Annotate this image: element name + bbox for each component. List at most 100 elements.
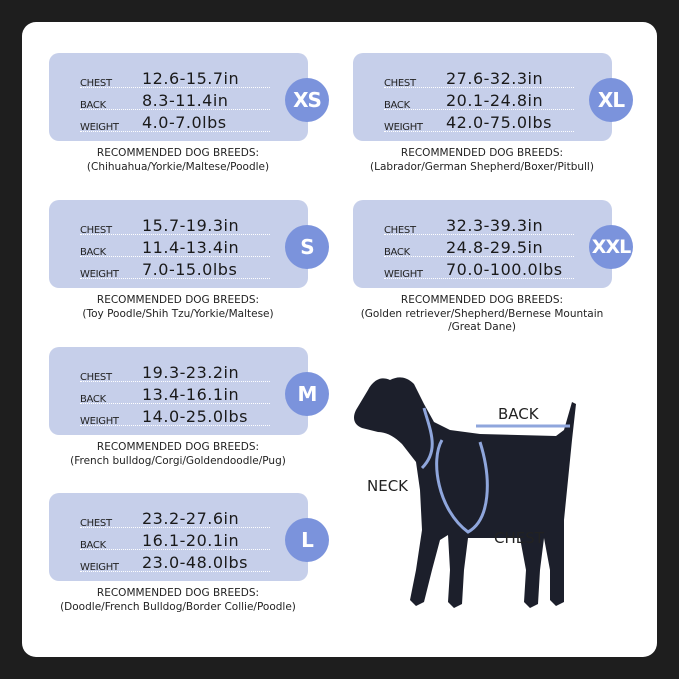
weight-value: 7.0-15.0lbs — [142, 260, 238, 279]
dotted-leader — [80, 234, 270, 235]
size-badge: XS — [285, 78, 329, 122]
chest-row: CHEST 15.7-19.3in — [80, 216, 270, 236]
breeds-list: (Labrador/German Shepherd/Boxer/Pitbull) — [370, 160, 594, 173]
weight-value: 23.0-48.0lbs — [142, 553, 248, 572]
weight-label: WEIGHT — [80, 416, 119, 427]
dotted-leader — [80, 549, 270, 550]
back-row: BACK 16.1-20.1in — [80, 531, 270, 551]
size-card-xl: CHEST 27.6-32.3in BACK 20.1-24.8in WEIGHT 42.… — [353, 53, 612, 141]
back-row: BACK 13.4-16.1in — [80, 385, 270, 405]
dotted-leader — [384, 109, 574, 110]
weight-row: WEIGHT 4.0-7.0lbs — [80, 113, 270, 133]
size-card-m: CHEST 19.3-23.2in BACK 13.4-16.1in WEIGHT 14.… — [49, 347, 308, 435]
chest-row: CHEST 32.3-39.3in — [384, 216, 574, 236]
chest-value: 12.6-15.7in — [142, 69, 240, 88]
size-card-xxl: CHEST 32.3-39.3in BACK 24.8-29.5in WEIGHT 70.… — [353, 200, 612, 288]
dotted-leader — [80, 571, 270, 572]
chest-row: CHEST 23.2-27.6in — [80, 509, 270, 529]
chest-row: CHEST 27.6-32.3in — [384, 69, 574, 89]
dog-silhouette — [354, 377, 576, 608]
back-label: BACK — [384, 247, 410, 258]
breeds-heading: RECOMMENDED DOG BREEDS: — [96, 441, 260, 453]
back-value: 16.1-20.1in — [142, 531, 240, 550]
weight-value: 4.0-7.0lbs — [142, 113, 227, 132]
size-badge: M — [285, 372, 329, 416]
back-row: BACK 20.1-24.8in — [384, 91, 574, 111]
recommended-breeds: RECOMMENDED DOG BREEDS: (Chihuahua/Yorkie… — [28, 147, 328, 174]
chest-label: CHEST — [384, 225, 416, 236]
back-value: 11.4-13.4in — [142, 238, 240, 257]
back-label: BACK — [80, 247, 106, 258]
chest-label: CHEST — [80, 225, 112, 236]
chest-value: 27.6-32.3in — [446, 69, 544, 88]
dotted-leader — [80, 527, 270, 528]
recommended-breeds: RECOMMENDED DOG BREEDS: (Golden retriever… — [332, 294, 632, 335]
size-card-s: CHEST 15.7-19.3in BACK 11.4-13.4in WEIGHT 7.0… — [49, 200, 308, 288]
chest-label: CHEST — [80, 78, 112, 89]
recommended-breeds: RECOMMENDED DOG BREEDS: (French bulldog/C… — [28, 441, 328, 468]
weight-value: 42.0-75.0lbs — [446, 113, 552, 132]
breeds-list: (Golden retriever/Shepherd/Bernese Mount… — [360, 307, 604, 320]
back-value: 13.4-16.1in — [142, 385, 240, 404]
weight-label: WEIGHT — [80, 269, 119, 280]
size-badge: XXL — [589, 225, 633, 269]
breeds-heading: RECOMMENDED DOG BREEDS: — [400, 294, 564, 306]
weight-row: WEIGHT 70.0-100.0lbs — [384, 260, 574, 280]
chest-label: CHEST — [80, 518, 112, 529]
weight-row: WEIGHT 14.0-25.0lbs — [80, 407, 270, 427]
size-badge: S — [285, 225, 329, 269]
breeds-list: (Chihuahua/Yorkie/Maltese/Poodle) — [86, 160, 270, 173]
dotted-leader — [80, 109, 270, 110]
breeds-list: /Great Dane) — [448, 321, 516, 333]
back-label: BACK — [498, 405, 539, 423]
breeds-list: (French bulldog/Corgi/Goldendoodle/Pug) — [70, 454, 286, 467]
dotted-leader — [80, 256, 270, 257]
back-label: BACK — [80, 540, 106, 551]
back-value: 8.3-11.4in — [142, 91, 229, 110]
size-badge: XL — [589, 78, 633, 122]
dotted-leader — [384, 278, 574, 279]
breeds-list: (Toy Poodle/Shih Tzu/Yorkie/Maltese) — [82, 307, 274, 320]
dotted-leader — [384, 87, 574, 88]
chest-label: CHEST — [384, 78, 416, 89]
dotted-leader — [80, 131, 270, 132]
back-value: 24.8-29.5in — [446, 238, 544, 257]
recommended-breeds: RECOMMENDED DOG BREEDS: (Toy Poodle/Shih … — [28, 294, 328, 321]
chest-value: 32.3-39.3in — [446, 216, 544, 235]
weight-label: WEIGHT — [80, 562, 119, 573]
chest-row: CHEST 12.6-15.7in — [80, 69, 270, 89]
weight-value: 70.0-100.0lbs — [446, 260, 563, 279]
back-row: BACK 8.3-11.4in — [80, 91, 270, 111]
chest-value: 15.7-19.3in — [142, 216, 240, 235]
back-label: BACK — [80, 100, 106, 111]
back-label: BACK — [80, 394, 106, 405]
breeds-heading: RECOMMENDED DOG BREEDS: — [96, 294, 260, 306]
size-badge: L — [285, 518, 329, 562]
chest-value: 23.2-27.6in — [142, 509, 240, 528]
chest-row: CHEST 19.3-23.2in — [80, 363, 270, 383]
back-value: 20.1-24.8in — [446, 91, 544, 110]
weight-label: WEIGHT — [384, 269, 423, 280]
breeds-heading: RECOMMENDED DOG BREEDS: — [96, 587, 260, 599]
weight-row: WEIGHT 42.0-75.0lbs — [384, 113, 574, 133]
dotted-leader — [80, 403, 270, 404]
dotted-leader — [384, 256, 574, 257]
weight-row: WEIGHT 7.0-15.0lbs — [80, 260, 270, 280]
recommended-breeds: RECOMMENDED DOG BREEDS: (Labrador/German … — [332, 147, 632, 174]
back-label: BACK — [384, 100, 410, 111]
weight-label: WEIGHT — [80, 122, 119, 133]
breeds-heading: RECOMMENDED DOG BREEDS: — [96, 147, 260, 159]
chest-value: 19.3-23.2in — [142, 363, 240, 382]
dotted-leader — [80, 278, 270, 279]
weight-row: WEIGHT 23.0-48.0lbs — [80, 553, 270, 573]
recommended-breeds: RECOMMENDED DOG BREEDS: (Doodle/French Bu… — [28, 587, 328, 614]
neck-label: NECK — [367, 477, 409, 495]
breeds-heading: RECOMMENDED DOG BREEDS: — [400, 147, 564, 159]
dotted-leader — [80, 425, 270, 426]
size-card-l: CHEST 23.2-27.6in BACK 16.1-20.1in WEIGHT 23.… — [49, 493, 308, 581]
size-card-xs: CHEST 12.6-15.7in BACK 8.3-11.4in WEIGHT 4.0-… — [49, 53, 308, 141]
dotted-leader — [384, 131, 574, 132]
chest-label: CHEST — [80, 372, 112, 383]
dotted-leader — [384, 234, 574, 235]
breeds-list: (Doodle/French Bulldog/Border Collie/Poo… — [60, 600, 296, 613]
